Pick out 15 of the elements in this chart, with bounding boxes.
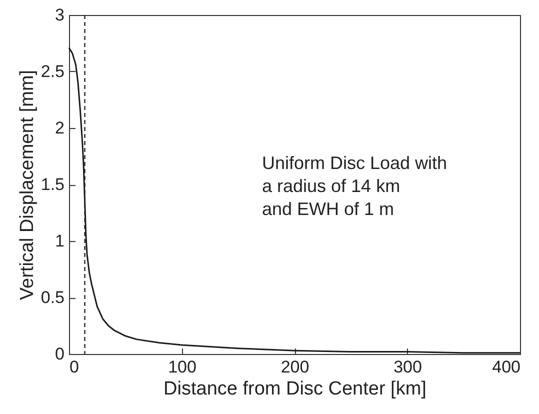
y-tick-label: 3 xyxy=(55,6,64,24)
y-tick-label: 2 xyxy=(55,118,64,138)
x-tick-label: 100 xyxy=(168,358,196,376)
x-axis-title: Distance from Disc Center [km] xyxy=(164,378,426,400)
x-tick-label: 400 xyxy=(492,358,520,376)
y-tick-label: 1.5 xyxy=(40,175,64,194)
x-tick-label: 200 xyxy=(280,358,310,376)
x-tick-label: 300 xyxy=(394,358,422,376)
y-tick-label: 0 xyxy=(55,344,64,364)
x-tick-label: 0 xyxy=(70,358,79,376)
y-axis-title: Vertical Displacement [mm] xyxy=(16,70,38,300)
annotation: Uniform Disc Load with a radius of 14 km and EWH of 1 m xyxy=(262,153,448,219)
y-tick-label: 2.5 xyxy=(40,62,64,81)
y-tick-label: 1 xyxy=(55,232,64,250)
y-tick-label: 0.5 xyxy=(40,288,64,307)
